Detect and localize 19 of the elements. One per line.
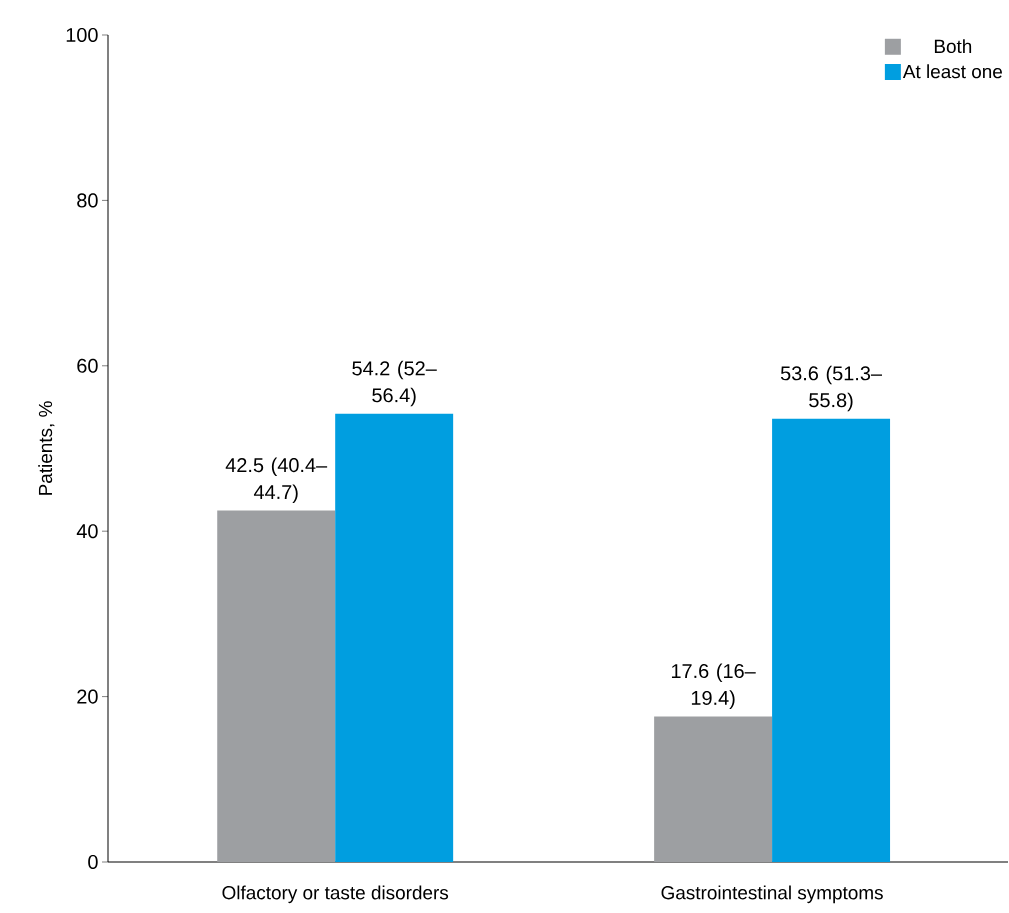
bar [217, 510, 336, 862]
bar [335, 413, 454, 862]
y-tick-label: 40 [76, 524, 98, 539]
legend-label: At least one [902, 64, 1002, 79]
y-tick-label: 20 [77, 689, 98, 704]
x-tick-label: Olfactory or taste disorders [222, 885, 449, 904]
data-label: 42.5 (40.4–44.7) [225, 457, 328, 503]
y-axis-title: Patients, % [38, 401, 55, 495]
y-tick-label: 60 [77, 358, 98, 373]
data-label: 17.6 (16–19.4) [671, 663, 756, 709]
data-label: 54.2 (52–56.4) [352, 360, 437, 407]
x-tick-label: Gastrointestinal symptoms [661, 885, 883, 904]
bar [654, 716, 773, 862]
legend-label: Both [934, 39, 972, 54]
data-label: 53.6 (51.3–55.8) [780, 365, 882, 412]
bar [772, 418, 891, 862]
y-tick-label: 0 [88, 854, 98, 870]
y-tick-label: 80 [77, 193, 98, 208]
y-tick-label: 100 [66, 27, 98, 43]
